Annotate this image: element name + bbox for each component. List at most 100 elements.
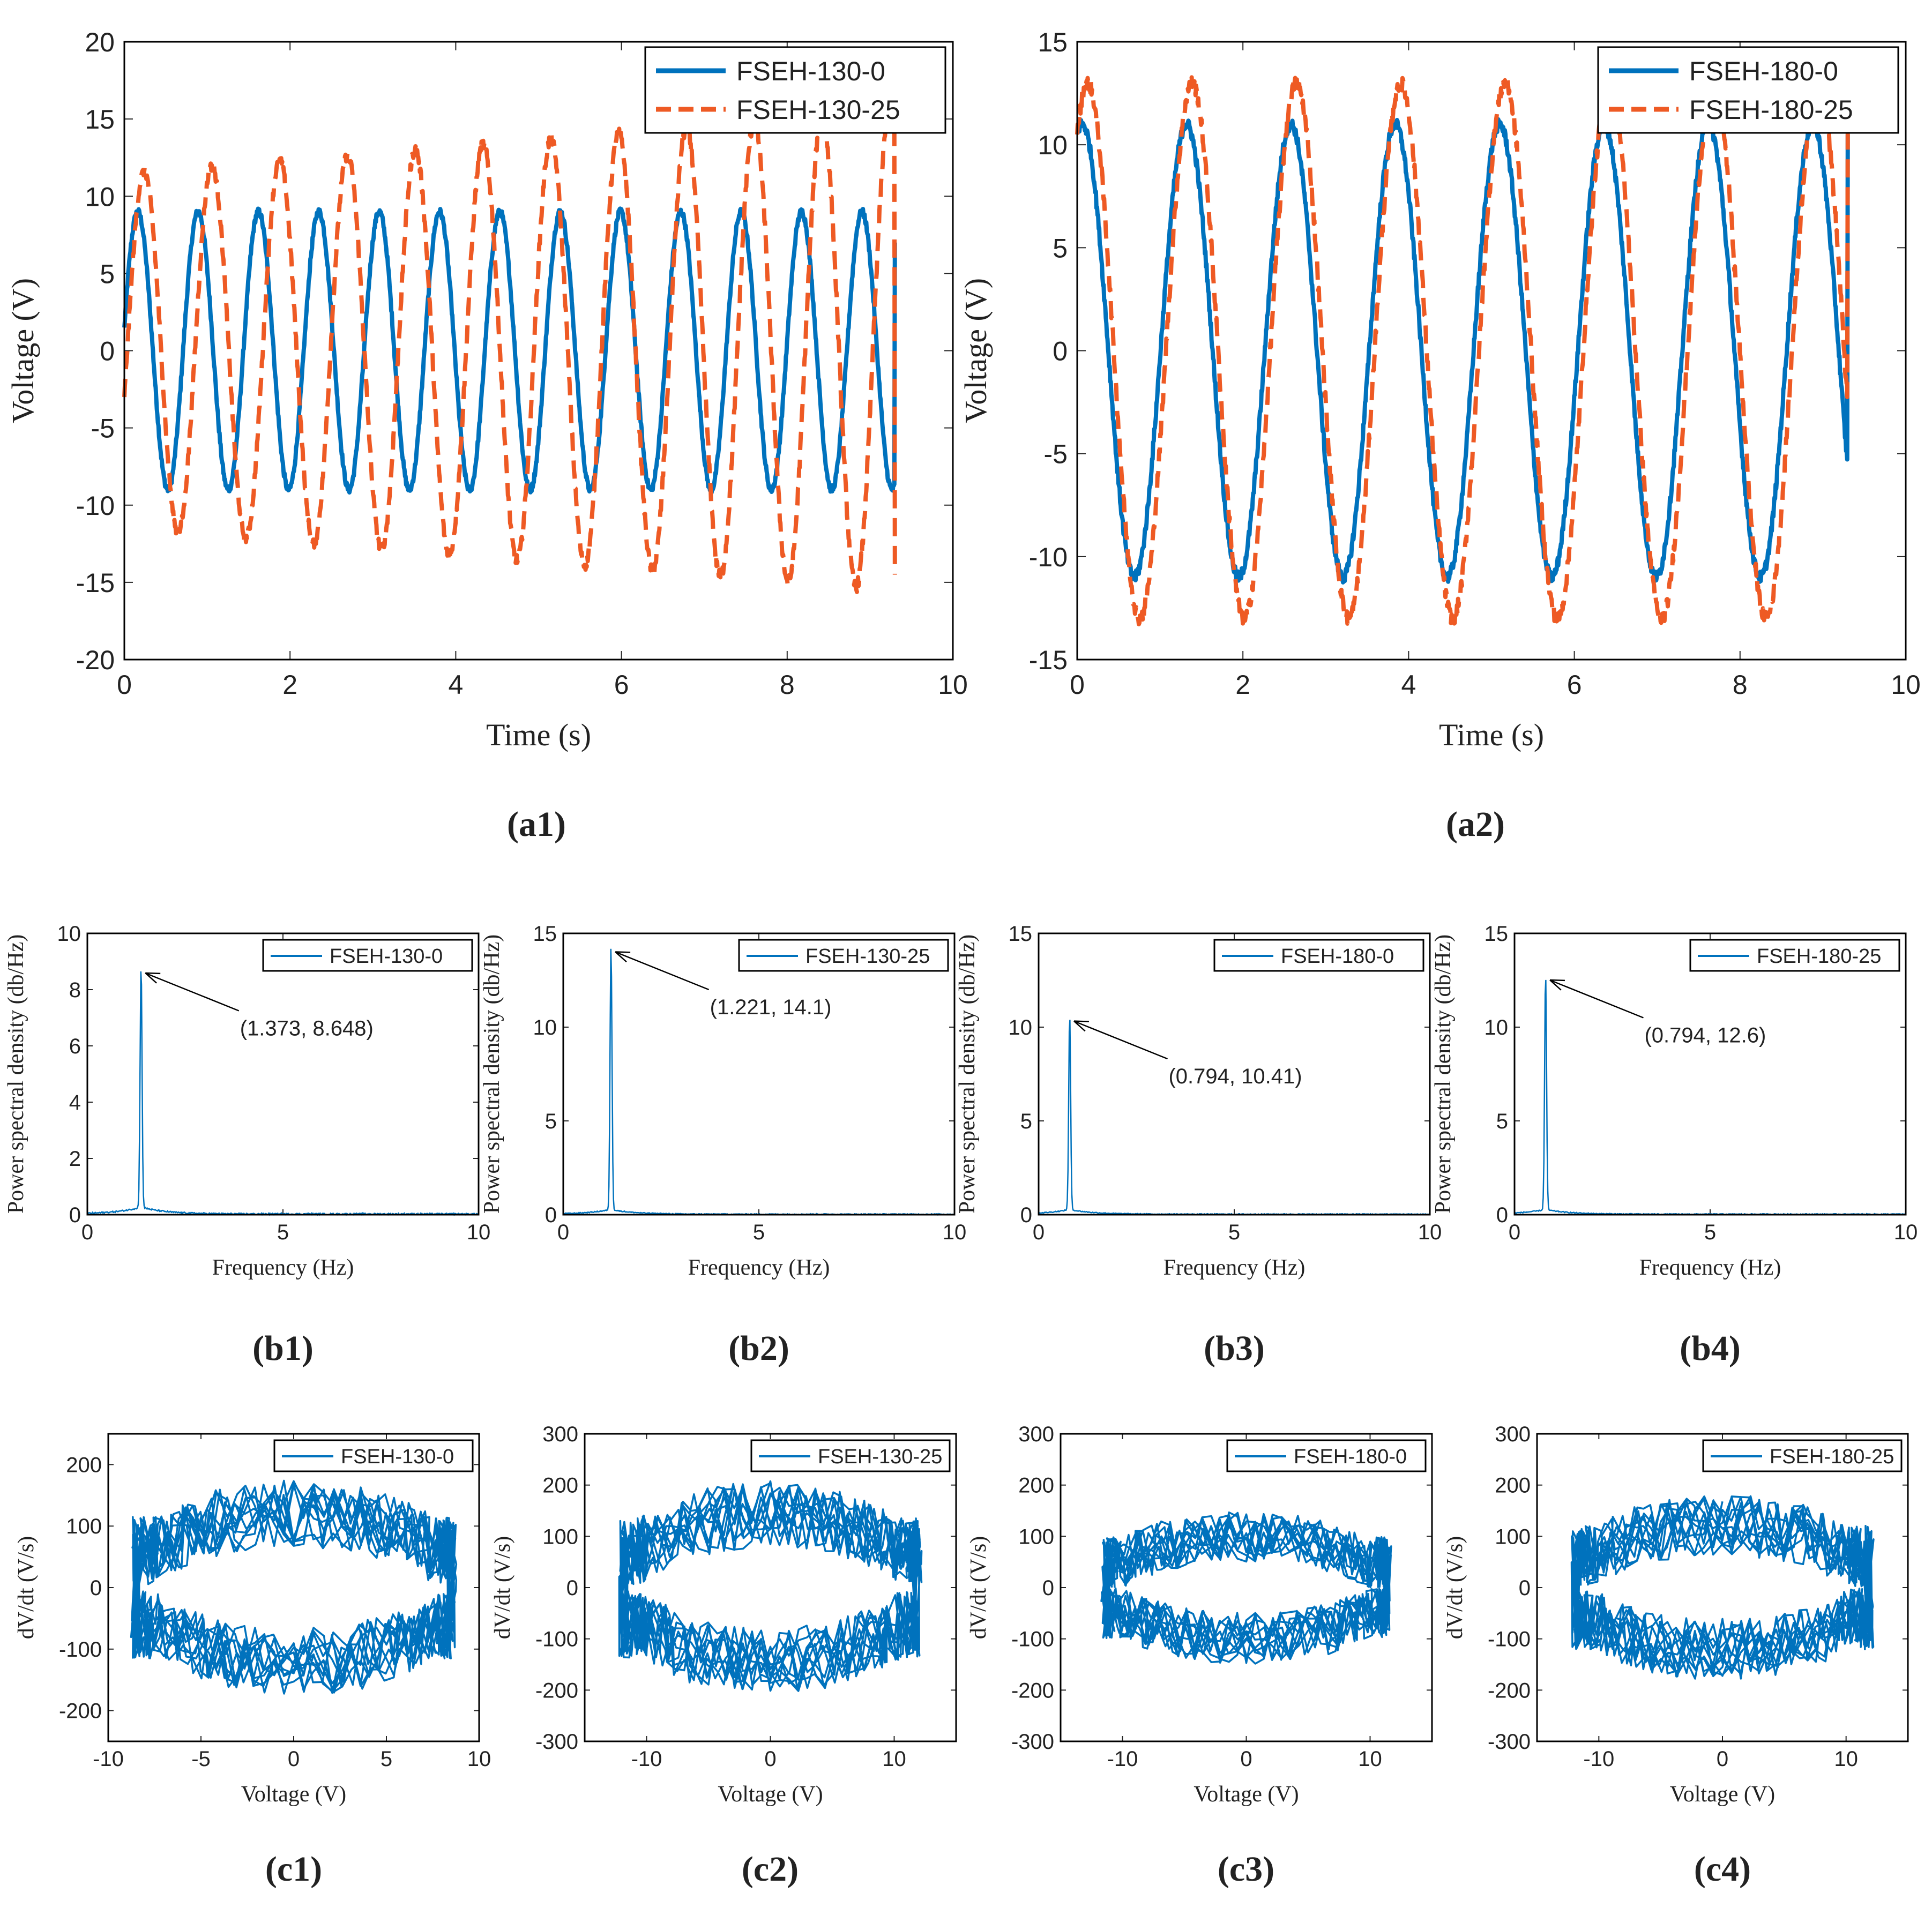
- y-tick-label: -200: [59, 1700, 102, 1723]
- plot-frame: [1038, 932, 1431, 1216]
- phase-portrait-line: [1570, 1495, 1875, 1680]
- y-tick-label: -300: [1011, 1730, 1054, 1754]
- x-tick-label: -10: [93, 1747, 124, 1771]
- panel-caption: (a2): [1446, 805, 1505, 844]
- y-tick-label: -5: [91, 414, 115, 444]
- x-tick-label: 5: [381, 1747, 392, 1771]
- chart-b4: 0 5 10 0 5 10 15 Frequency (Hz) Power spectral d…: [1431, 922, 1918, 1368]
- y-tick-label: 5: [1496, 1110, 1508, 1133]
- x-tick-label: 10: [882, 1747, 906, 1771]
- phase-portrait-line: [1100, 1511, 1392, 1665]
- chart-a2: 0 2 4 6 8 10 -15 -10 -5 0 5 10 15 Time (s) Voltage (V)…: [958, 27, 1921, 844]
- y-tick-label: 4: [69, 1091, 81, 1114]
- y-axis-label: dV/dt (V/s): [966, 1536, 991, 1640]
- peak-annotation: (0.794, 12.6): [1644, 1024, 1766, 1047]
- legend: FSEH-180-0: [1226, 1439, 1427, 1472]
- x-tick-label: 10: [1894, 1221, 1918, 1244]
- y-tick-label: 10: [1009, 1016, 1033, 1039]
- psd-line: [87, 971, 479, 1216]
- y-tick-label: -20: [76, 645, 115, 675]
- y-tick-label: 10: [85, 182, 115, 212]
- y-tick-label: -5: [1044, 439, 1068, 469]
- x-tick-label: 5: [753, 1221, 765, 1244]
- x-tick-label: 0: [288, 1747, 300, 1771]
- x-tick-label: 0: [81, 1221, 93, 1244]
- chart-a1: 0 2 4 6 8 10 -20 -15 -10 -5 0 5 10 15 20 Time (s) Voltag…: [5, 27, 968, 844]
- x-tick-label: 10: [467, 1221, 491, 1244]
- panel-caption: (a1): [507, 805, 566, 844]
- chart-b1: 0 5 10 0 2 4 6 8 10 Frequency (Hz) Power spectral …: [4, 922, 490, 1368]
- y-tick-label: 0: [1496, 1203, 1508, 1227]
- plot-frame: [1513, 932, 1907, 1216]
- y-tick-label: -15: [1029, 645, 1068, 675]
- x-tick-label: 2: [282, 670, 297, 700]
- legend-entry: FSEH-130-0: [341, 1446, 454, 1468]
- y-tick-label: -10: [76, 491, 115, 521]
- legend-box: [1597, 46, 1899, 134]
- x-axis-label: Frequency (Hz): [1639, 1255, 1781, 1280]
- y-tick-label: 100: [66, 1515, 102, 1538]
- x-tick-label: -10: [631, 1747, 662, 1771]
- series-line-FSEH-130-0: [122, 206, 897, 495]
- annotation-arrow-head: [145, 972, 161, 984]
- series-line-FSEH-130-25: [122, 104, 897, 594]
- y-tick-label: -100: [535, 1628, 578, 1651]
- y-tick-label: -200: [1011, 1679, 1054, 1702]
- y-tick-label: 0: [1020, 1203, 1032, 1227]
- y-tick-label: 0: [69, 1203, 81, 1227]
- legend: FSEH-130-25: [750, 1439, 951, 1472]
- plot-frame: [1536, 1433, 1909, 1742]
- x-tick-label: 10: [938, 670, 968, 700]
- y-tick-label: -200: [1488, 1679, 1531, 1702]
- y-tick-label: -300: [1488, 1730, 1531, 1754]
- x-tick-label: 10: [1418, 1221, 1442, 1244]
- x-axis-label: Time (s): [486, 717, 591, 752]
- x-axis-label: Voltage (V): [241, 1782, 346, 1807]
- x-axis-label: Voltage (V): [718, 1782, 823, 1807]
- annotation-arrow-head: [615, 951, 631, 963]
- y-tick-label: 0: [100, 336, 115, 366]
- y-tick-label: 5: [1053, 233, 1068, 263]
- y-axis-label: Power spectral density (db/Hz): [955, 934, 980, 1214]
- psd-line: [563, 948, 955, 1216]
- y-tick-label: 10: [1485, 1016, 1509, 1039]
- y-axis-label: Power spectral density (db/Hz): [1431, 934, 1456, 1214]
- x-tick-label: 5: [1704, 1221, 1716, 1244]
- y-tick-label: 200: [66, 1453, 102, 1477]
- peak-annotation: (1.373, 8.648): [240, 1016, 374, 1040]
- legend-entry: FSEH-130-0: [330, 945, 443, 968]
- legend-entry: FSEH-180-0: [1281, 945, 1394, 968]
- x-tick-label: 10: [1891, 670, 1921, 700]
- x-tick-label: 0: [764, 1747, 776, 1771]
- x-tick-label: 6: [614, 670, 629, 700]
- plot-frame: [562, 932, 956, 1216]
- y-tick-label: 10: [1038, 130, 1068, 160]
- annotation-arrow-head: [1549, 979, 1565, 991]
- legend-entry: FSEH-180-0: [1294, 1446, 1407, 1468]
- legend-box: [644, 46, 946, 134]
- x-axis-label: Voltage (V): [1670, 1782, 1775, 1807]
- chart-c1: -10 -5 0 5 10 -200 -100 0 100 200 Voltage (V) dV/dt…: [14, 1433, 491, 1889]
- x-axis-label: Voltage (V): [1193, 1782, 1299, 1807]
- y-tick-label: 15: [533, 922, 557, 946]
- legend-entry: FSEH-180-0: [1689, 56, 1838, 86]
- y-tick-label: 0: [566, 1576, 578, 1600]
- y-tick-label: 15: [1485, 922, 1509, 946]
- psd-line: [1514, 979, 1906, 1216]
- legend-entry: FSEH-130-0: [736, 56, 885, 86]
- y-tick-label: -200: [535, 1679, 578, 1702]
- y-tick-label: 200: [542, 1474, 578, 1498]
- legend-entry: FSEH-130-25: [805, 945, 930, 968]
- panel-caption: (c4): [1694, 1850, 1751, 1889]
- plot-frame: [107, 1433, 480, 1742]
- panel-caption: (b4): [1680, 1329, 1741, 1368]
- y-tick-label: 8: [69, 978, 81, 1002]
- y-axis-label: dV/dt (V/s): [1443, 1536, 1467, 1640]
- x-tick-label: 0: [1717, 1747, 1728, 1771]
- y-tick-label: 300: [1495, 1423, 1531, 1446]
- legend: FSEH-180-25: [1702, 1439, 1903, 1472]
